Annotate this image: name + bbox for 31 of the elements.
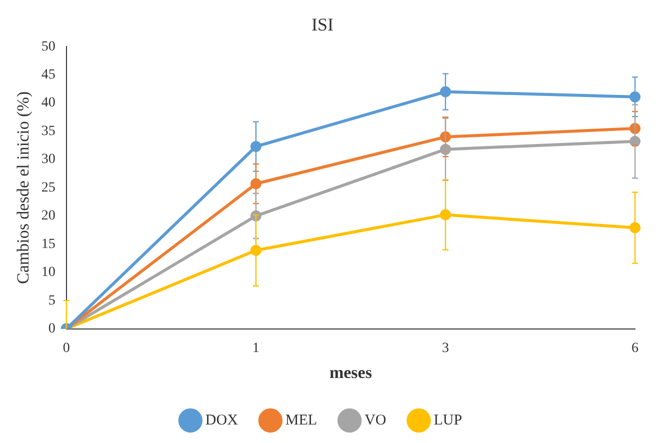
- chart-title: ISI: [312, 14, 334, 35]
- y-tick-label: 10: [41, 265, 56, 280]
- point: [630, 91, 640, 102]
- y-tick-label: 15: [41, 236, 56, 252]
- x-tick-label: 6: [632, 340, 638, 356]
- point: [440, 209, 451, 220]
- point: [630, 222, 640, 234]
- point: [250, 244, 262, 256]
- y-tick-label: 50: [41, 39, 56, 54]
- point: [440, 144, 451, 155]
- y-axis-title: Cambios desde el inicio (%): [14, 91, 33, 284]
- x-tick-label: 0: [62, 340, 70, 356]
- y-tick-label: 30: [41, 152, 56, 168]
- legend-label: MEL: [285, 412, 318, 428]
- legend-label: VO: [364, 412, 386, 428]
- legend-label: DOX: [205, 412, 238, 428]
- point: [250, 178, 262, 190]
- y-tick-label: 35: [41, 124, 56, 139]
- y-tick-label: 20: [41, 208, 56, 224]
- x-axis-title: meses: [329, 363, 372, 382]
- legend-label: LUP: [434, 412, 462, 428]
- y-tick-label: 40: [41, 96, 56, 111]
- x-tick-label: 1: [252, 340, 260, 356]
- point: [250, 141, 262, 152]
- point: [630, 136, 640, 147]
- y-tick-label: 0: [48, 321, 56, 336]
- x-tick-label: 3: [442, 340, 449, 356]
- point: [440, 86, 451, 98]
- y-tick-label: 45: [41, 67, 56, 82]
- y-tick-label: 25: [41, 180, 56, 196]
- y-tick-label: 5: [48, 293, 56, 308]
